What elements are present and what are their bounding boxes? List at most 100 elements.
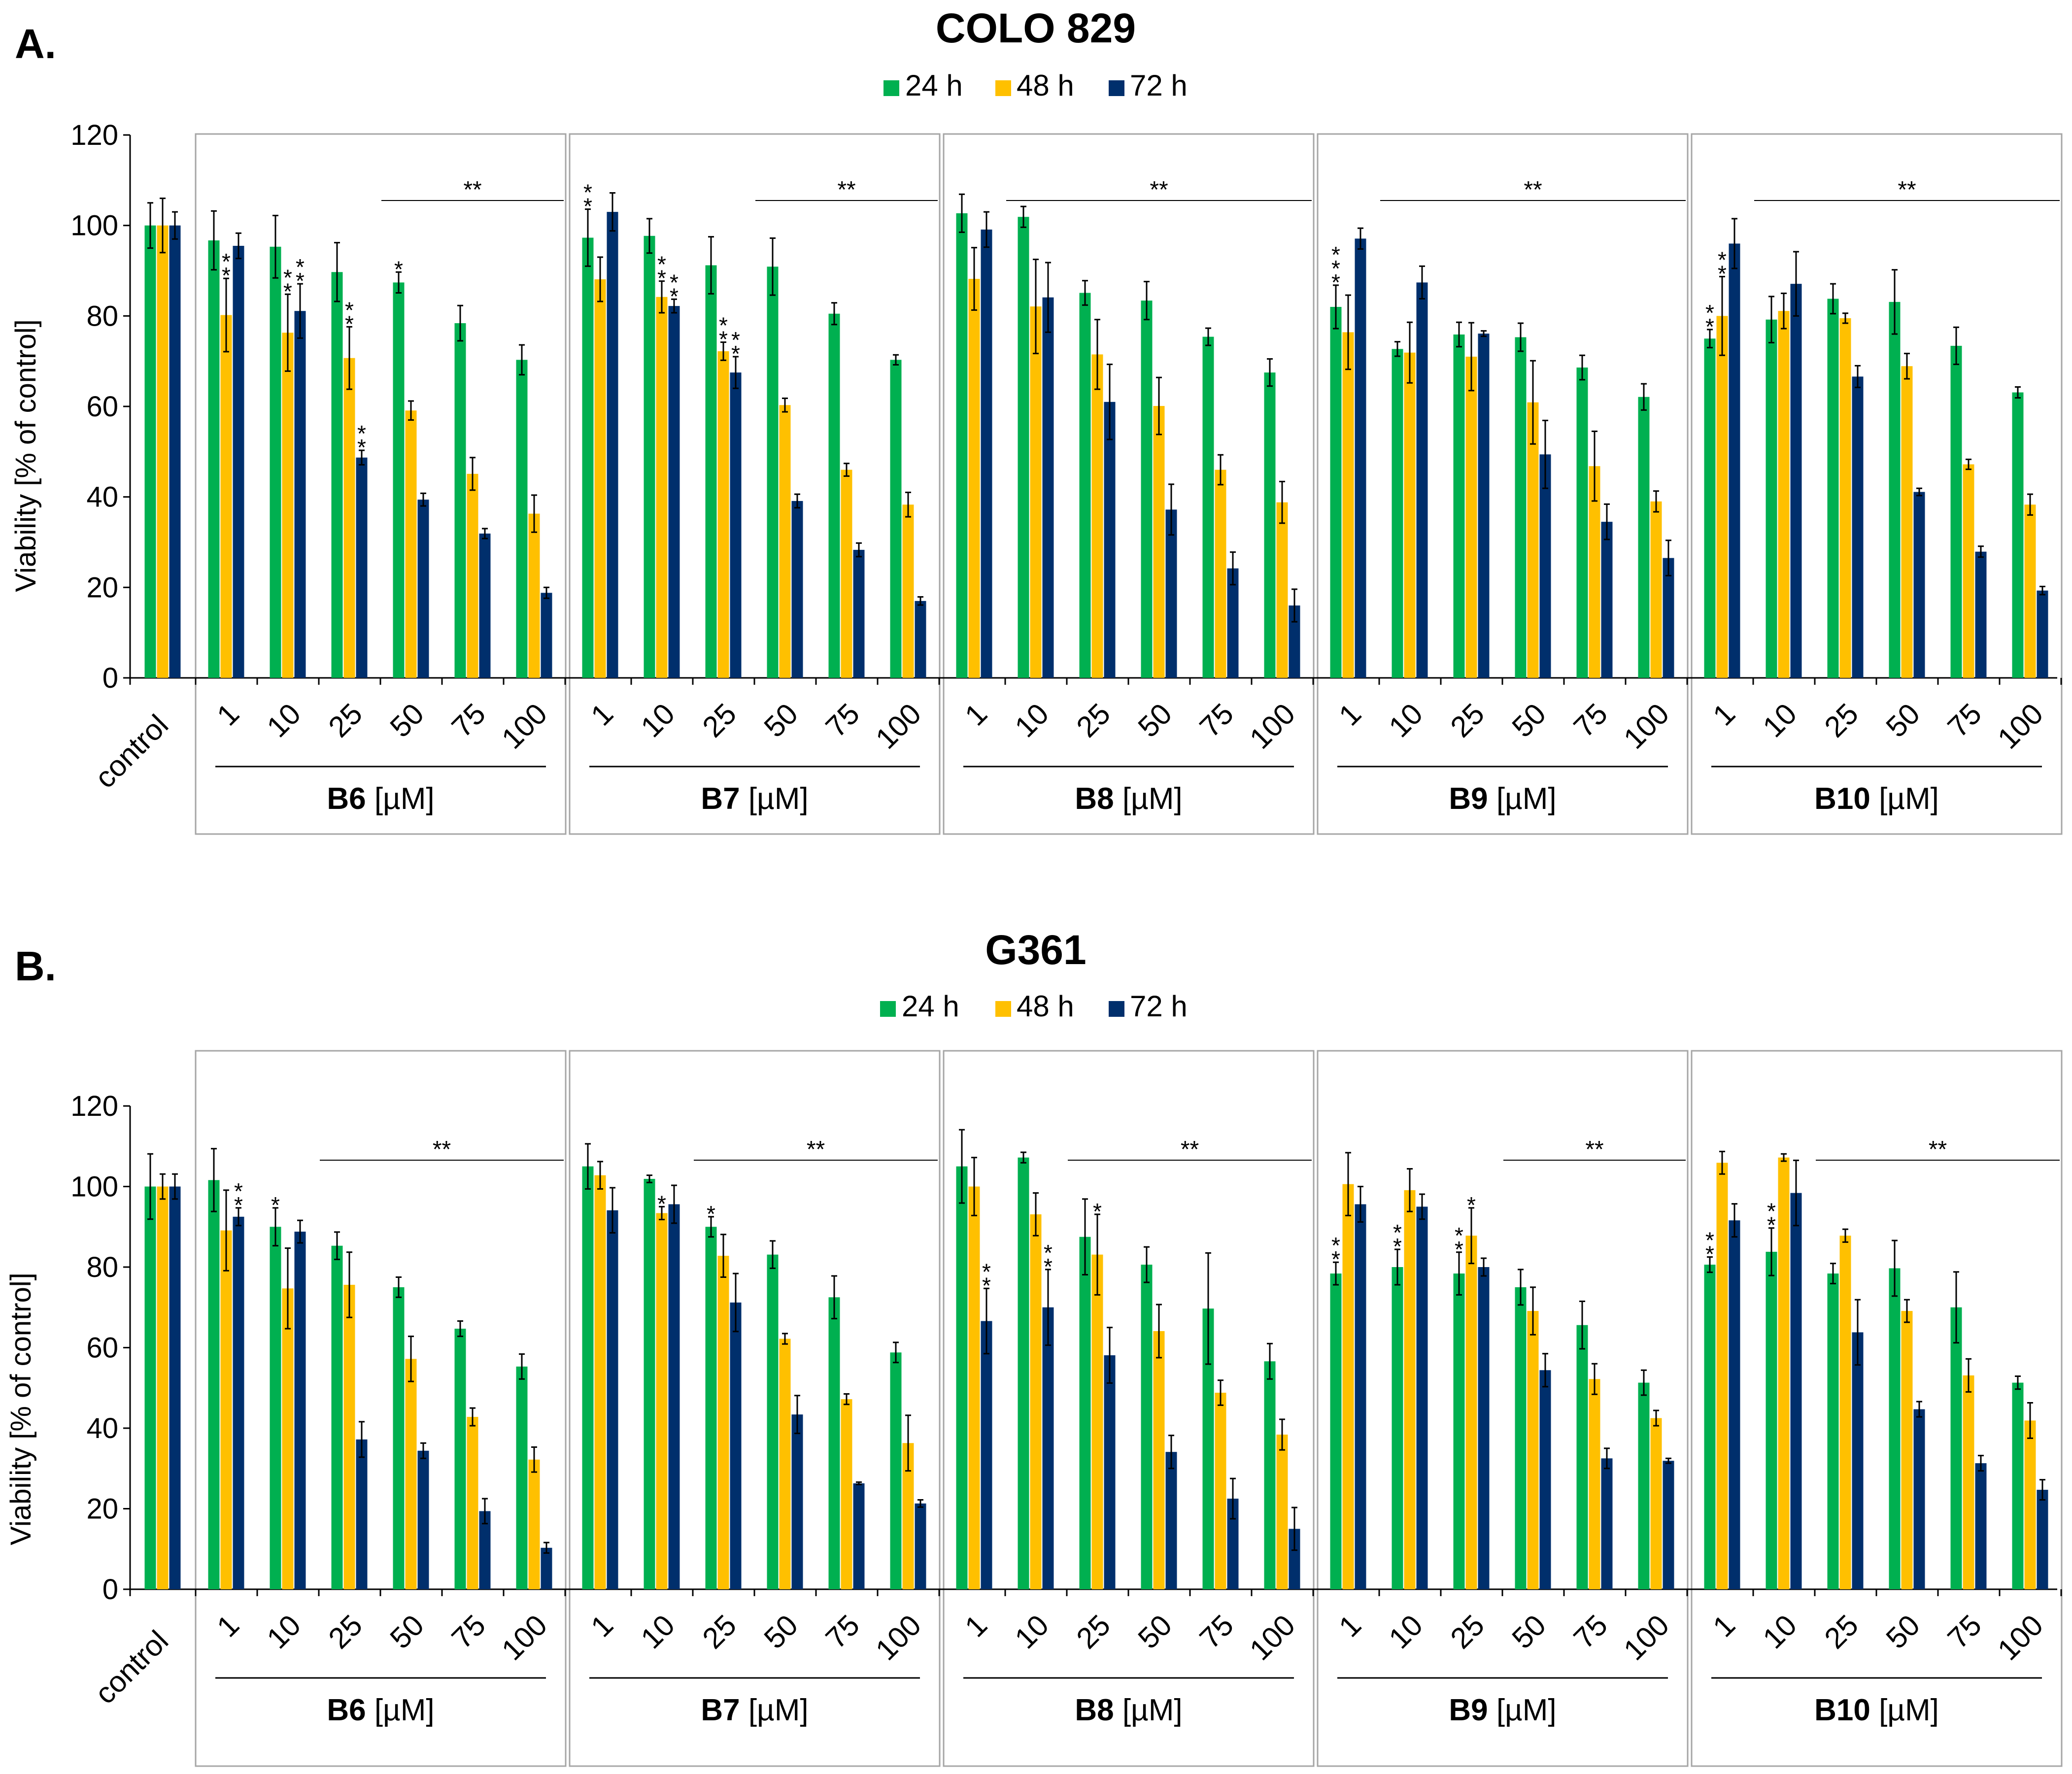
x-tick-label-B8-75: 75: [1193, 1608, 1240, 1655]
bar-B10-100-24h: [2012, 392, 2024, 678]
y-tick-label: 80: [86, 1251, 118, 1283]
significance-star: * *: [670, 269, 679, 309]
bar-B7-100-72h: [915, 601, 926, 678]
significance-star: * *: [657, 252, 666, 291]
bar-B6-10-48h: [282, 333, 294, 678]
y-tick-label: 120: [70, 1090, 118, 1122]
x-tick-label-B9-50: 50: [1506, 697, 1553, 744]
bar-B7-100-24h: [890, 360, 902, 678]
bar-B10-75-72h: [1975, 551, 1987, 678]
bar-B9-75-24h: [1576, 368, 1588, 678]
star-glyph: *: [719, 327, 728, 352]
bar-B8-50-72h: [1165, 509, 1177, 678]
significance-line-label: **: [1929, 1137, 1947, 1163]
x-tick-label-B7-25: 25: [696, 697, 743, 744]
y-tick-label: 20: [86, 1493, 118, 1525]
star-glyph: *: [1718, 247, 1727, 272]
significance-star: * *: [1455, 1223, 1463, 1262]
bar-B9-50-48h: [1527, 402, 1539, 678]
bar-B10-10-72h: [1790, 284, 1802, 678]
bar-B7-1-48h: [594, 279, 606, 678]
star-glyph: *: [657, 1191, 666, 1216]
bar-B9-100-24h: [1638, 397, 1650, 678]
star-glyph: *: [731, 327, 740, 353]
bar-B9-25-24h: [1453, 1273, 1465, 1589]
bar-B6-25-72h: [356, 457, 368, 678]
x-tick-label-B10-25: 25: [1818, 1608, 1865, 1655]
star-glyph: *: [1455, 1223, 1463, 1248]
bar-B8-1-24h: [956, 1166, 968, 1589]
star-glyph: *: [1705, 1241, 1714, 1267]
x-tick-label-B9-10: 10: [1383, 697, 1429, 744]
bar-B10-75-72h: [1975, 1463, 1987, 1589]
x-tick-label-B7-1: 1: [584, 1608, 619, 1643]
x-tick-label-B8-25: 25: [1070, 1608, 1117, 1655]
bar-B8-10-24h: [1018, 1157, 1029, 1589]
star-glyph: *: [1705, 314, 1714, 339]
y-tick-label: 40: [86, 1412, 118, 1444]
significance-star: * *: [1718, 247, 1727, 286]
bar-B7-25-72h: [730, 372, 742, 678]
bar-B7-75-48h: [841, 469, 852, 678]
compound-unit: [µM]: [1114, 782, 1183, 816]
star-glyph: *: [234, 1178, 243, 1204]
x-tick-label-control: control: [88, 708, 174, 795]
star-glyph: *: [1044, 1240, 1053, 1266]
bar-B10-50-24h: [1889, 301, 1901, 678]
bar-B10-25-48h: [1839, 318, 1851, 678]
bar-B9-50-24h: [1515, 1287, 1527, 1589]
group-name-B8: B8 [µM]: [1075, 782, 1182, 816]
bar-B10-25-72h: [1852, 1332, 1864, 1589]
bar-B8-1-24h: [956, 213, 968, 678]
significance-star: * *: [234, 1178, 243, 1218]
x-tick-label-B8-1: 1: [958, 1608, 993, 1643]
bar-B10-50-72h: [1913, 1409, 1925, 1589]
legend-swatch-72h: [1109, 1001, 1124, 1017]
star-glyph: *: [296, 268, 305, 294]
bar-B7-50-48h: [779, 405, 791, 678]
bar-B6-100-48h: [528, 513, 540, 678]
panel-b: B. G361 24 h 48 h 72 h Viability [% of c…: [5, 927, 2063, 1767]
bar-B8-25-72h: [1104, 402, 1116, 678]
bar-B7-100-24h: [890, 1352, 902, 1589]
star-glyph: *: [583, 180, 592, 205]
group-name-B6: B6 [µM]: [327, 782, 434, 816]
y-tick-label: 40: [86, 481, 118, 513]
group-box-B8: [943, 133, 1315, 835]
y-axis-label: Viability [% of control]: [5, 1272, 37, 1545]
star-glyph: *: [345, 297, 354, 323]
significance-line-label: **: [1181, 1137, 1199, 1163]
bar-B6-75-48h: [467, 473, 478, 678]
bar-B6-1-72h: [233, 245, 244, 678]
star-glyph: *: [1331, 1233, 1340, 1258]
bar-B8-50-48h: [1153, 406, 1165, 678]
star-glyph: *: [1331, 242, 1340, 268]
star-glyph: *: [283, 265, 292, 290]
bar-B10-25-24h: [1827, 299, 1839, 678]
x-tick-label-B9-25: 25: [1444, 697, 1491, 744]
bar-B8-75-72h: [1227, 568, 1239, 678]
bar-B6-50-24h: [393, 1287, 405, 1589]
bar-B7-1-72h: [607, 1210, 618, 1589]
x-tick-label-B8-50: 50: [1132, 697, 1179, 744]
bar-B8-75-24h: [1202, 336, 1214, 678]
bar-B10-10-24h: [1766, 319, 1777, 678]
significance-star: * *: [222, 249, 231, 288]
star-glyph: *: [1467, 1192, 1476, 1218]
bar-B8-50-72h: [1165, 1452, 1177, 1589]
x-tick-label-B7-10: 10: [635, 1608, 681, 1655]
chart-title: COLO 829: [936, 5, 1136, 51]
x-tick-label-B7-10: 10: [635, 697, 681, 744]
group-box-B8: [943, 1050, 1315, 1767]
x-tick-label-B7-75: 75: [819, 697, 866, 744]
bar-B9-1-24h: [1330, 1273, 1342, 1589]
panel-a: A. COLO 829 24 h 48 h 72 h Viability [% …: [10, 5, 2063, 835]
bar-B7-10-72h: [668, 1204, 680, 1589]
bar-B8-100-72h: [1289, 605, 1300, 678]
bar-B7-10-48h: [656, 1213, 668, 1589]
x-tick-label-control: control: [88, 1624, 174, 1710]
bar-B9-100-48h: [1650, 501, 1662, 678]
star-glyph: *: [1767, 1199, 1776, 1224]
